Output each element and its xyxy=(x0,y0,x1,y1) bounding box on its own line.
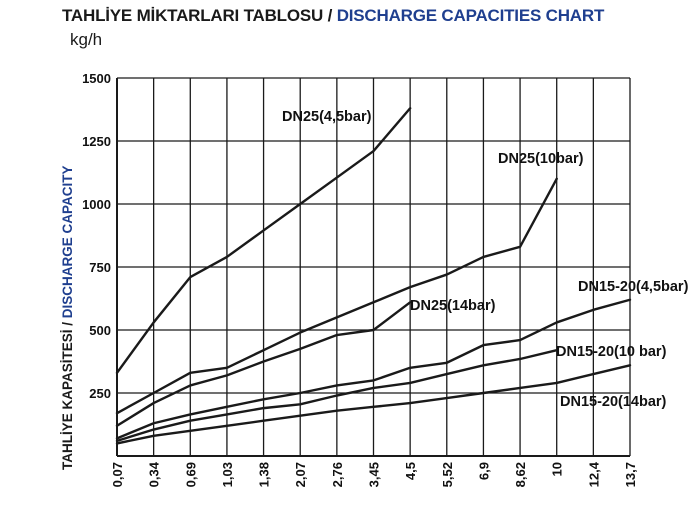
x-tick-label: 0,69 xyxy=(183,462,198,487)
x-tick-label: 12,4 xyxy=(586,461,601,487)
title-turkish: TAHLİYE MİKTARLARI TABLOSU / xyxy=(62,6,337,25)
y-axis-label-tr: TAHLİYE KAPASİTESİ / xyxy=(60,318,75,470)
x-tick-label: 2,07 xyxy=(293,462,308,487)
x-tick-label: 6,9 xyxy=(476,462,491,480)
x-tick-label: 10 xyxy=(550,462,565,476)
series-label: DN25(10bar) xyxy=(498,151,584,167)
y-tick-label: 500 xyxy=(89,323,111,338)
x-tick-label: 0,34 xyxy=(147,461,162,487)
series-labels: DN25(4,5bar) DN25(10bar) DN25(14bar) DN15-2… xyxy=(282,109,689,410)
x-tick-label: 1,38 xyxy=(257,462,272,487)
series-label: DN25(4,5bar) xyxy=(282,109,372,125)
series-label: DN15-20(10 bar) xyxy=(556,344,667,360)
y-tick-label: 250 xyxy=(89,386,111,401)
title-english: DISCHARGE CAPACITIES CHART xyxy=(336,6,605,25)
series-line xyxy=(115,348,558,443)
series-label: DN15-20(4,5bar) xyxy=(578,279,689,295)
series-line xyxy=(115,364,632,445)
x-tick-label: 4,5 xyxy=(403,462,418,480)
series-label: DN15-20(14bar) xyxy=(560,394,667,410)
y-tick-label: 750 xyxy=(89,260,111,275)
y-axis-label-en: DISCHARGE CAPACITY xyxy=(60,165,75,318)
x-tick-label: 1,03 xyxy=(220,462,235,487)
tick-labels: 250 500 750 1000 1250 1500 0,07 0,34 0,69 1,03 1,3… xyxy=(82,71,638,487)
y-tick-label: 1500 xyxy=(82,71,111,86)
chart-title: TAHLİYE MİKTARLARI TABLOSU / DISCHARGE C… xyxy=(62,6,604,26)
series-line xyxy=(115,301,412,427)
series-line xyxy=(115,298,632,440)
y-tick-label: 1250 xyxy=(82,134,111,149)
axes xyxy=(116,78,630,457)
grid xyxy=(116,77,631,456)
x-tick-label: 0,07 xyxy=(110,462,125,487)
series-line xyxy=(115,107,412,375)
y-tick-label: 1000 xyxy=(82,197,111,212)
series-label: DN25(14bar) xyxy=(410,298,496,314)
y-unit-label: kg/h xyxy=(70,30,103,49)
series-line xyxy=(115,177,558,415)
x-tick-label: 3,45 xyxy=(367,462,382,487)
x-tick-label: 5,52 xyxy=(440,462,455,487)
y-axis-label: TAHLİYE KAPASİTESİ / DISCHARGE CAPACITY xyxy=(60,165,75,470)
x-tick-label: 2,76 xyxy=(330,462,345,487)
series-lines xyxy=(115,107,632,445)
x-tick-label: 8,62 xyxy=(513,462,528,487)
x-tick-label: 13,7 xyxy=(623,462,638,487)
